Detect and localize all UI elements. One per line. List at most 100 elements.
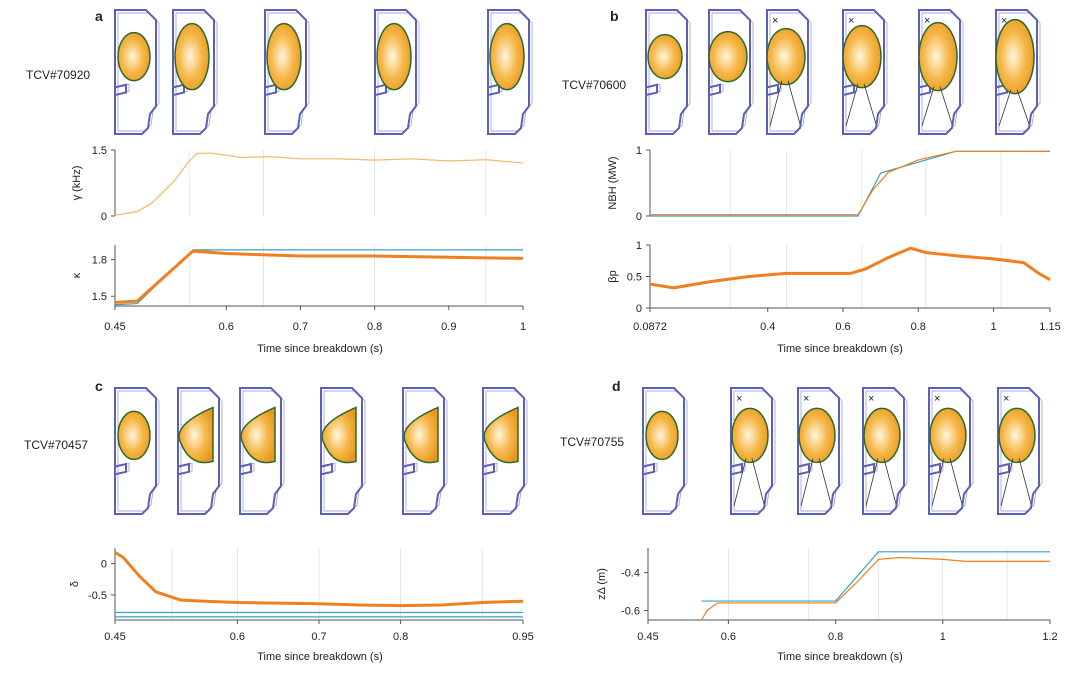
panel-label-d: d	[612, 378, 621, 394]
vessel-inner-a-2	[267, 12, 310, 132]
vessel-inner-d-0	[645, 390, 688, 512]
plasma-d-4	[929, 407, 967, 464]
divertor-legs-b-4	[921, 86, 953, 127]
vessel-inner-d-3	[865, 390, 908, 512]
ylabel-b-0: NBH (MW)	[607, 156, 619, 209]
plasma-c-4	[403, 406, 439, 464]
vessel-inner-d-1	[733, 390, 776, 512]
vessel-inner-d-2	[800, 390, 843, 512]
xpoint-marker-b-2: ×	[772, 15, 778, 27]
ytick-label-d-0-1: -0.6	[621, 606, 640, 618]
vessel-inner-c-4	[405, 390, 448, 512]
vessel-inner-b-2	[769, 12, 812, 132]
plasma-d-5	[998, 407, 1036, 464]
xlabel-a: Time since breakdown (s)	[257, 343, 383, 355]
ytick-label-b-1-0: 0	[636, 303, 642, 315]
plasma-a-2	[266, 22, 302, 91]
ylabel-a-1: κ	[71, 272, 83, 278]
plasma-c-1	[178, 406, 214, 464]
plasma-d-1	[731, 407, 769, 464]
xpoint-marker-d-1: ×	[736, 393, 742, 405]
xtick-label-a-0: 0.45	[104, 321, 125, 333]
xtick-label-b-3: 0.8	[911, 321, 926, 333]
xtick-label-d-0: 0.45	[637, 631, 658, 643]
ytick-label-d-0-0: -0.4	[621, 568, 640, 580]
xpoint-marker-d-4: ×	[934, 393, 940, 405]
series-d-0-target	[701, 551, 1050, 602]
xtick-label-a-1: 0.6	[219, 321, 234, 333]
plasma-c-2	[240, 406, 276, 464]
ytick-label-a-0-0: 0	[101, 211, 107, 223]
xtick-label-c-0: 0.45	[104, 631, 125, 643]
series-c-0-measured	[114, 551, 524, 608]
panel-label-a: a	[95, 8, 103, 24]
vessel-inner-d-4	[931, 390, 974, 512]
ytick-label-a-0-1: 1.5	[92, 145, 107, 157]
divertor-legs-d-4	[931, 458, 963, 507]
plasma-a-0	[117, 31, 151, 82]
ytick-label-c-0-1: -0.5	[88, 590, 107, 602]
xtick-label-a-3: 0.8	[367, 321, 382, 333]
shot-label-c: TCV#70457	[24, 438, 89, 452]
vessel-inner-b-0	[648, 12, 691, 132]
xtick-label-a-4: 0.9	[441, 321, 456, 333]
ylabel-d-0: zΔ (m)	[596, 568, 608, 600]
xtick-label-c-1: 0.6	[230, 631, 245, 643]
plasma-c-0	[117, 410, 151, 461]
ytick-label-b-1-1: 0.5	[627, 272, 642, 284]
xtick-label-a-2: 0.7	[293, 321, 308, 333]
plasma-a-1	[174, 22, 210, 91]
series-b-1-measured	[649, 246, 1051, 290]
xtick-label-b-1: 0.4	[760, 321, 775, 333]
xlabel-c: Time since breakdown (s)	[257, 651, 383, 663]
divertor-legs-b-5	[998, 89, 1030, 127]
xtick-label-b-4: 1	[990, 321, 996, 333]
ytick-label-a-1-0: 1.5	[92, 291, 107, 303]
divertor-legs-d-3	[865, 458, 897, 507]
xlabel-d: Time since breakdown (s)	[777, 651, 903, 663]
plasma-d-2	[798, 407, 836, 464]
xpoint-marker-d-3: ×	[868, 393, 874, 405]
vessel-inner-a-4	[490, 12, 533, 132]
plasma-a-4	[489, 22, 525, 91]
plasma-b-2	[766, 27, 806, 86]
panel-label-b: b	[610, 8, 619, 24]
divertor-legs-b-2	[769, 80, 801, 127]
vessel-inner-a-1	[175, 12, 218, 132]
ytick-label-a-1-1: 1.8	[92, 255, 107, 267]
xtick-label-b-2: 0.6	[835, 321, 850, 333]
divertor-legs-d-1	[733, 458, 765, 507]
divertor-legs-b-3	[845, 83, 877, 127]
plasma-a-3	[376, 22, 412, 91]
ylabel-b-1: βp	[607, 270, 619, 282]
vessel-inner-c-0	[117, 390, 160, 512]
series-d-0-measured	[701, 556, 1050, 621]
vessel-inner-d-5	[1000, 390, 1043, 512]
xtick-label-b-5: 1.15	[1039, 321, 1060, 333]
panel-label-c: c	[95, 378, 103, 394]
xtick-label-d-4: 1.2	[1042, 631, 1057, 643]
shot-label-b: TCV#70600	[562, 78, 627, 92]
ylabel-c-0: δ	[69, 581, 81, 587]
xtick-label-d-1: 0.6	[721, 631, 736, 643]
vessel-inner-a-3	[377, 12, 420, 132]
vessel-inner-c-1	[180, 390, 223, 512]
vessel-inner-c-2	[242, 390, 285, 512]
plasma-b-5	[995, 18, 1035, 95]
vessel-inner-c-5	[485, 390, 528, 512]
xpoint-marker-b-5: ×	[1001, 15, 1007, 27]
xtick-label-d-2: 0.8	[828, 631, 843, 643]
xpoint-marker-d-5: ×	[1003, 393, 1009, 405]
xtick-label-c-4: 0.95	[512, 631, 533, 643]
ytick-label-b-0-0: 0	[636, 211, 642, 223]
shot-label-d: TCV#70755	[560, 435, 625, 449]
xpoint-marker-b-3: ×	[848, 15, 854, 27]
plasma-c-3	[321, 406, 357, 464]
plasma-b-0	[647, 33, 683, 80]
series-a-0-measured	[114, 152, 524, 216]
divertor-legs-d-5	[1000, 458, 1032, 507]
vessel-inner-c-3	[323, 390, 366, 512]
series-a-1-measured	[114, 249, 524, 304]
